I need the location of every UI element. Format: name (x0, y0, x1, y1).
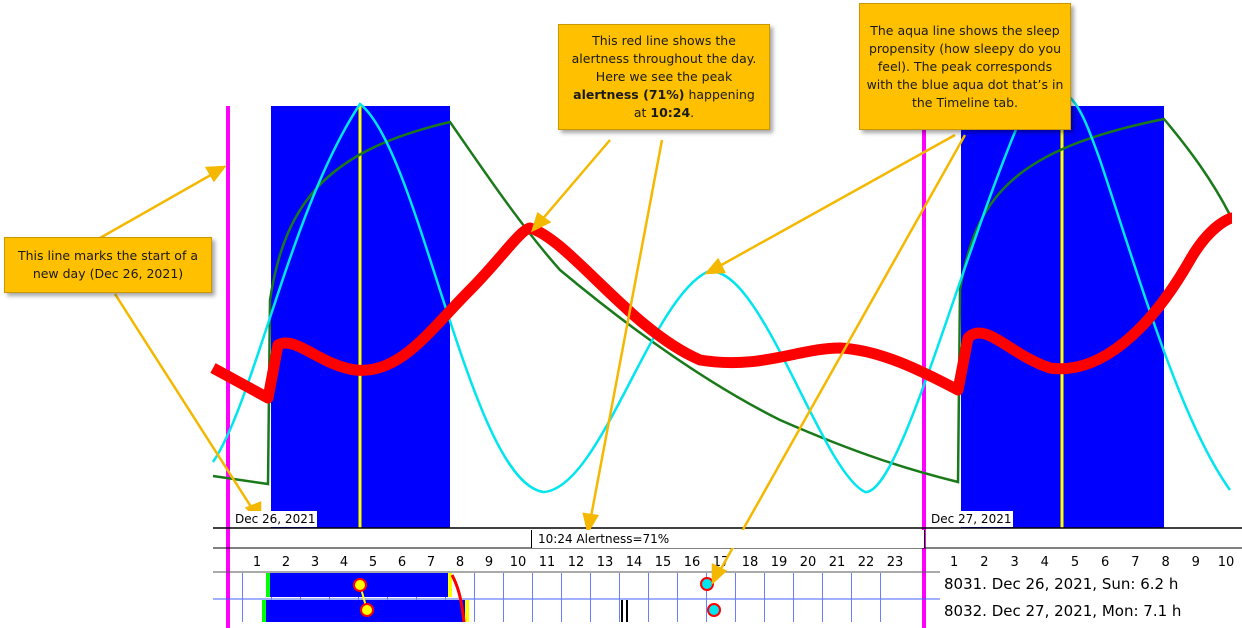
arrow-sleep-dot (716, 134, 967, 575)
annotation-arrows (99, 133, 967, 585)
arrow-alertness-status (588, 139, 664, 523)
arrow-new-day-down (113, 293, 257, 514)
hour-tick-day2-10: 10 (1218, 555, 1235, 570)
hour-axis: 1 2 3 4 5 6 7 8 9 10 11 12 13 14 15 16 17 18 19 20 21 22 23 1 2 3… (253, 555, 1234, 570)
hour-tick-day2-8: 8 (1161, 555, 1169, 570)
callout-alertness-end: . (690, 105, 695, 120)
hour-tick-day1-1: 1 (253, 555, 261, 570)
timeline-sleep-propensity-dot-row1[interactable] (700, 577, 714, 591)
hour-tick-day1-10: 10 (510, 555, 527, 570)
arrow-new-day-up-head (204, 165, 227, 183)
timeline-midpoint-dot-row1[interactable] (353, 578, 367, 592)
hour-tick-day2-5: 5 (1071, 555, 1079, 570)
homeostatic-curve (212, 117, 1232, 486)
hour-tick-day2-3: 3 (1010, 555, 1018, 570)
hour-tick-day2-6: 6 (1101, 555, 1109, 570)
callout-alertness-mid: happening at (633, 87, 755, 120)
timeline-row-label-2[interactable]: 8032. Dec 27, 2021, Mon: 7.1 h (944, 602, 1182, 620)
hour-tick-day1-13: 13 (597, 555, 614, 570)
callout-alertness-value: alertness (71%) (573, 87, 685, 102)
arrow-sleep-peak-head (704, 257, 726, 275)
arrow-alertness-peak (539, 139, 611, 223)
hour-tick-day1-20: 20 (800, 555, 817, 570)
timeline-row-label-1[interactable]: 8031. Dec 26, 2021, Sun: 6.2 h (944, 575, 1179, 593)
arrow-sleep-peak (715, 133, 956, 270)
hour-tick-day1-2: 2 (282, 555, 290, 570)
hour-tick-day1-21: 21 (829, 555, 846, 570)
callout-sleep-propensity: The aqua line shows the sleep propensity… (859, 3, 1071, 130)
hour-tick-day1-4: 4 (340, 555, 348, 570)
date-label-day1: Dec 26, 2021 (233, 511, 318, 527)
callout-alertness-intro: This red line shows the alertness throug… (571, 33, 757, 84)
hour-tick-day2-7: 7 (1131, 555, 1139, 570)
hour-tick-day1-7: 7 (427, 555, 435, 570)
timeline-sleep-start-row1 (266, 573, 270, 597)
hour-tick-day1-5: 5 (369, 555, 377, 570)
date-label-day2: Dec 27, 2021 (929, 511, 1014, 527)
hour-tick-day1-22: 22 (858, 555, 875, 570)
hour-tick-day2-2: 2 (980, 555, 988, 570)
hour-tick-day1-9: 9 (485, 555, 493, 570)
hour-tick-day1-15: 15 (655, 555, 672, 570)
hour-tick-day2-1: 1 (950, 555, 958, 570)
arrow-new-day-up (99, 170, 217, 240)
hour-tick-day1-16: 16 (684, 555, 701, 570)
timeline-midpoint-dot-row2[interactable] (360, 603, 374, 617)
hour-tick-day1-6: 6 (398, 555, 406, 570)
arrow-alertness-status-head (582, 512, 600, 535)
hour-tick-day1-18: 18 (742, 555, 759, 570)
status-readout: 10:24 Alertness=71% (531, 530, 925, 548)
hour-tick-day1-19: 19 (771, 555, 788, 570)
callout-sleep-propensity-text: The aqua line shows the sleep propensity… (866, 22, 1064, 110)
callout-alertness-text: This red line shows the alertness throug… (565, 32, 763, 122)
timeline-alertness-trace (450, 574, 466, 623)
callout-alertness-time: 10:24 (650, 105, 691, 120)
callout-alertness: This red line shows the alertness throug… (558, 24, 770, 130)
timeline-sleep-end-row1 (448, 573, 452, 597)
arrow-sleep-dot-head (711, 562, 728, 585)
callout-new-day-text: This line marks the start of a new day (… (17, 248, 198, 281)
sleep-propensity-curve (211, 90, 1232, 494)
callout-new-day: This line marks the start of a new day (… (4, 237, 212, 293)
hour-tick-day1-3: 3 (311, 555, 319, 570)
hour-tick-day2-9: 9 (1192, 555, 1200, 570)
hour-tick-day1-8: 8 (456, 555, 464, 570)
hour-tick-day2-4: 4 (1041, 555, 1049, 570)
arrow-alertness-peak-head (530, 211, 552, 233)
hour-tick-day1-23: 23 (887, 555, 904, 570)
hour-tick-day1-12: 12 (568, 555, 585, 570)
alertness-curve (210, 212, 1234, 404)
hour-tick-day1-11: 11 (539, 555, 556, 570)
timeline-sleep-propensity-dot-row2[interactable] (707, 603, 721, 617)
hour-tick-day1-14: 14 (626, 555, 643, 570)
timeline-sleep-start-row2 (262, 600, 266, 622)
timeline-sleep-end-row2 (465, 600, 469, 622)
